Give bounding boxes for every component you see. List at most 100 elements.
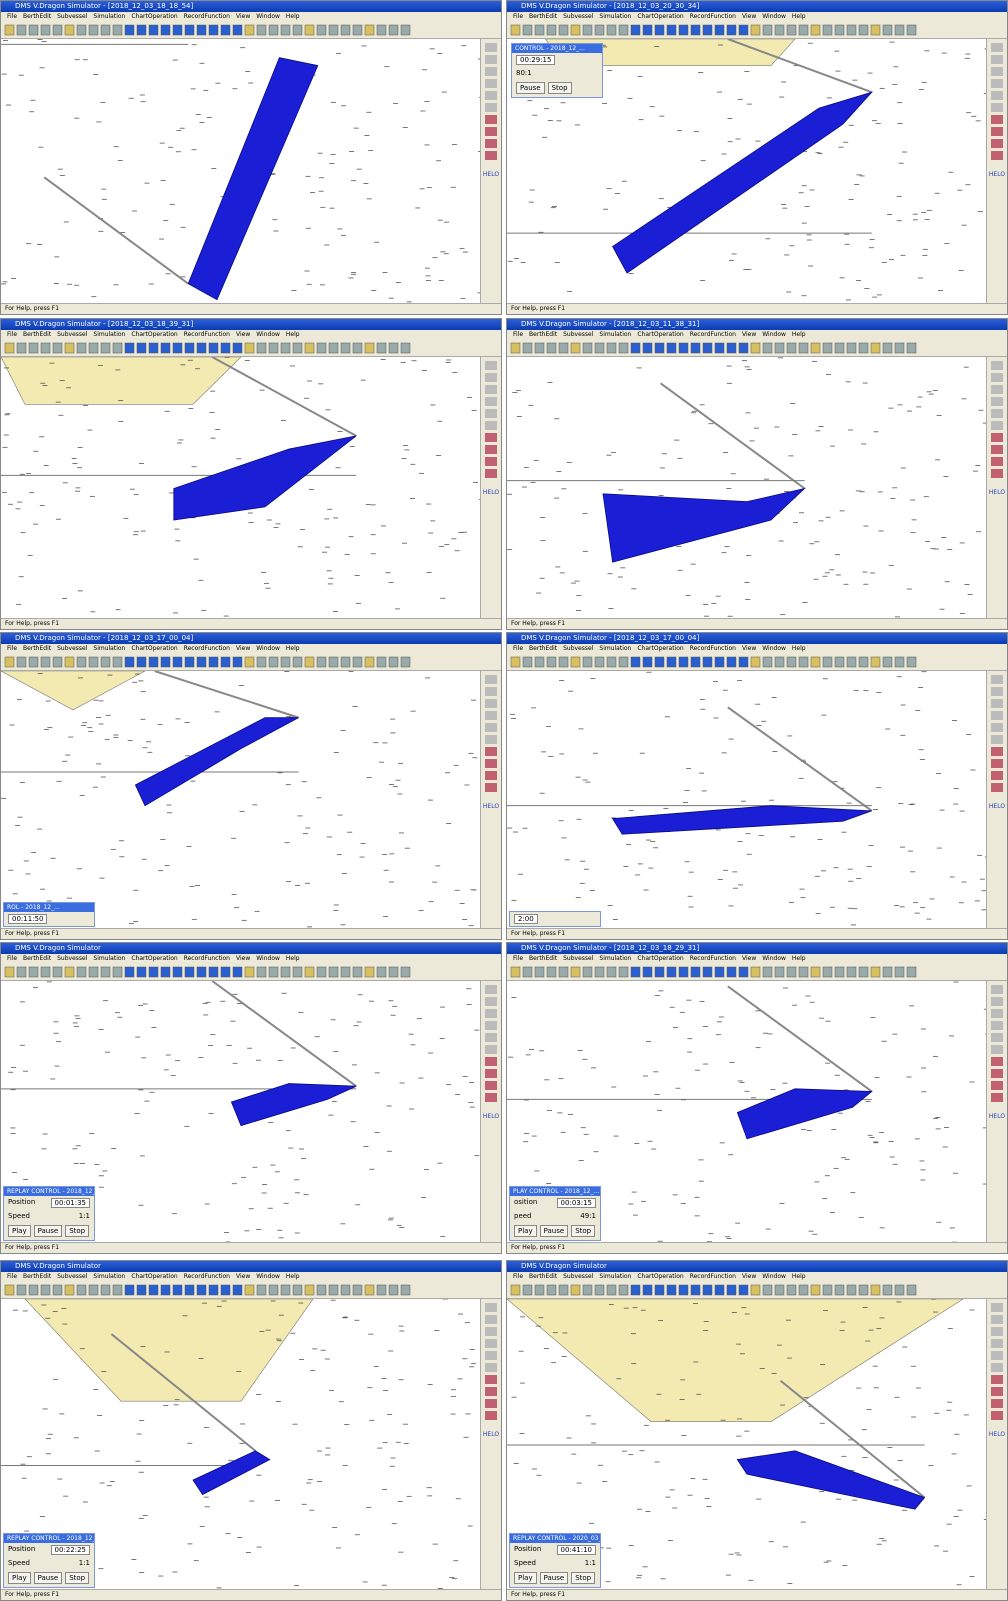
tool-icon[interactable] <box>280 342 291 354</box>
menu-item[interactable]: BerthEdit <box>23 13 52 20</box>
tool-icon[interactable] <box>244 1284 255 1296</box>
menu-item[interactable]: Subvessel <box>57 955 88 962</box>
side-icon[interactable] <box>991 445 1003 454</box>
menu-item[interactable]: Simulation <box>599 955 632 962</box>
menu-item[interactable]: Window <box>256 1273 280 1280</box>
menu-item[interactable]: View <box>741 13 757 20</box>
menu-item[interactable]: File <box>7 645 18 652</box>
tool-icon[interactable] <box>76 656 87 668</box>
tool-icon[interactable] <box>834 656 845 668</box>
replay-button[interactable]: Pause <box>516 82 545 94</box>
menu-item[interactable]: View <box>741 331 757 338</box>
side-icon[interactable] <box>485 1303 497 1312</box>
menu-item[interactable]: Window <box>256 331 280 338</box>
side-icon[interactable] <box>991 1351 1003 1360</box>
side-icon[interactable] <box>991 421 1003 430</box>
tool-icon[interactable] <box>726 656 737 668</box>
side-icon[interactable] <box>485 1399 497 1408</box>
menu-item[interactable]: File <box>7 1273 18 1280</box>
tool-icon[interactable] <box>52 342 63 354</box>
side-icon[interactable] <box>485 687 497 696</box>
tool-icon[interactable] <box>882 966 893 978</box>
tool-icon[interactable] <box>678 966 689 978</box>
menu-item[interactable]: RecordFunction <box>689 1273 736 1280</box>
tool-icon[interactable] <box>376 24 387 36</box>
tool-icon[interactable] <box>726 1284 737 1296</box>
tool-icon[interactable] <box>40 24 51 36</box>
tool-icon[interactable] <box>196 342 207 354</box>
menu-item[interactable]: RecordFunction <box>689 955 736 962</box>
tool-icon[interactable] <box>340 966 351 978</box>
tool-icon[interactable] <box>894 1284 905 1296</box>
tool-icon[interactable] <box>124 966 135 978</box>
menu-item[interactable]: Help <box>285 13 300 20</box>
side-icon[interactable] <box>485 997 497 1006</box>
tool-icon[interactable] <box>894 966 905 978</box>
side-icon[interactable] <box>485 469 497 478</box>
side-icon[interactable] <box>991 675 1003 684</box>
side-icon[interactable] <box>991 385 1003 394</box>
tool-icon[interactable] <box>160 966 171 978</box>
tool-icon[interactable] <box>798 342 809 354</box>
tool-icon[interactable] <box>16 1284 27 1296</box>
tool-icon[interactable] <box>690 656 701 668</box>
side-icon[interactable] <box>485 115 497 124</box>
menu-item[interactable]: Subvessel <box>563 331 594 338</box>
tool-icon[interactable] <box>522 966 533 978</box>
side-icon[interactable] <box>485 1351 497 1360</box>
tool-icon[interactable] <box>64 656 75 668</box>
tool-icon[interactable] <box>184 656 195 668</box>
side-icon[interactable] <box>991 1093 1003 1102</box>
menu-item[interactable]: Window <box>762 645 786 652</box>
tool-icon[interactable] <box>220 342 231 354</box>
tool-icon[interactable] <box>534 966 545 978</box>
tool-icon[interactable] <box>738 1284 749 1296</box>
tool-icon[interactable] <box>100 656 111 668</box>
tool-icon[interactable] <box>582 656 593 668</box>
tool-icon[interactable] <box>894 656 905 668</box>
tool-icon[interactable] <box>846 1284 857 1296</box>
tool-icon[interactable] <box>702 342 713 354</box>
side-icon[interactable] <box>485 1081 497 1090</box>
tool-icon[interactable] <box>292 966 303 978</box>
tool-icon[interactable] <box>558 656 569 668</box>
tool-icon[interactable] <box>76 966 87 978</box>
replay-button[interactable]: Stop <box>571 1572 596 1584</box>
replay-button[interactable]: Pause <box>33 1225 63 1237</box>
tool-icon[interactable] <box>220 1284 231 1296</box>
side-icon[interactable] <box>485 445 497 454</box>
tool-icon[interactable] <box>40 342 51 354</box>
tool-icon[interactable] <box>702 656 713 668</box>
side-icon[interactable] <box>991 67 1003 76</box>
side-icon[interactable] <box>991 1033 1003 1042</box>
tool-icon[interactable] <box>88 656 99 668</box>
menu-item[interactable]: Help <box>285 1273 300 1280</box>
side-icon[interactable] <box>485 151 497 160</box>
tool-icon[interactable] <box>388 966 399 978</box>
tool-icon[interactable] <box>870 342 881 354</box>
tool-icon[interactable] <box>292 342 303 354</box>
tool-icon[interactable] <box>184 24 195 36</box>
tool-icon[interactable] <box>666 656 677 668</box>
menu-item[interactable]: Help <box>791 955 806 962</box>
tool-icon[interactable] <box>714 24 725 36</box>
tool-icon[interactable] <box>666 342 677 354</box>
tool-icon[interactable] <box>16 24 27 36</box>
tool-icon[interactable] <box>594 966 605 978</box>
menu-item[interactable]: ChartOperation <box>131 955 178 962</box>
tool-icon[interactable] <box>88 342 99 354</box>
side-icon[interactable] <box>485 127 497 136</box>
tool-icon[interactable] <box>160 24 171 36</box>
side-icon[interactable] <box>991 687 1003 696</box>
tool-icon[interactable] <box>268 966 279 978</box>
menu-item[interactable]: BerthEdit <box>23 955 52 962</box>
tool-icon[interactable] <box>606 966 617 978</box>
tool-icon[interactable] <box>220 656 231 668</box>
tool-icon[interactable] <box>40 966 51 978</box>
tool-icon[interactable] <box>400 24 411 36</box>
side-icon[interactable] <box>485 699 497 708</box>
menu-item[interactable]: Help <box>285 955 300 962</box>
menu-item[interactable]: Help <box>791 645 806 652</box>
tool-icon[interactable] <box>510 966 521 978</box>
side-icon[interactable] <box>485 747 497 756</box>
